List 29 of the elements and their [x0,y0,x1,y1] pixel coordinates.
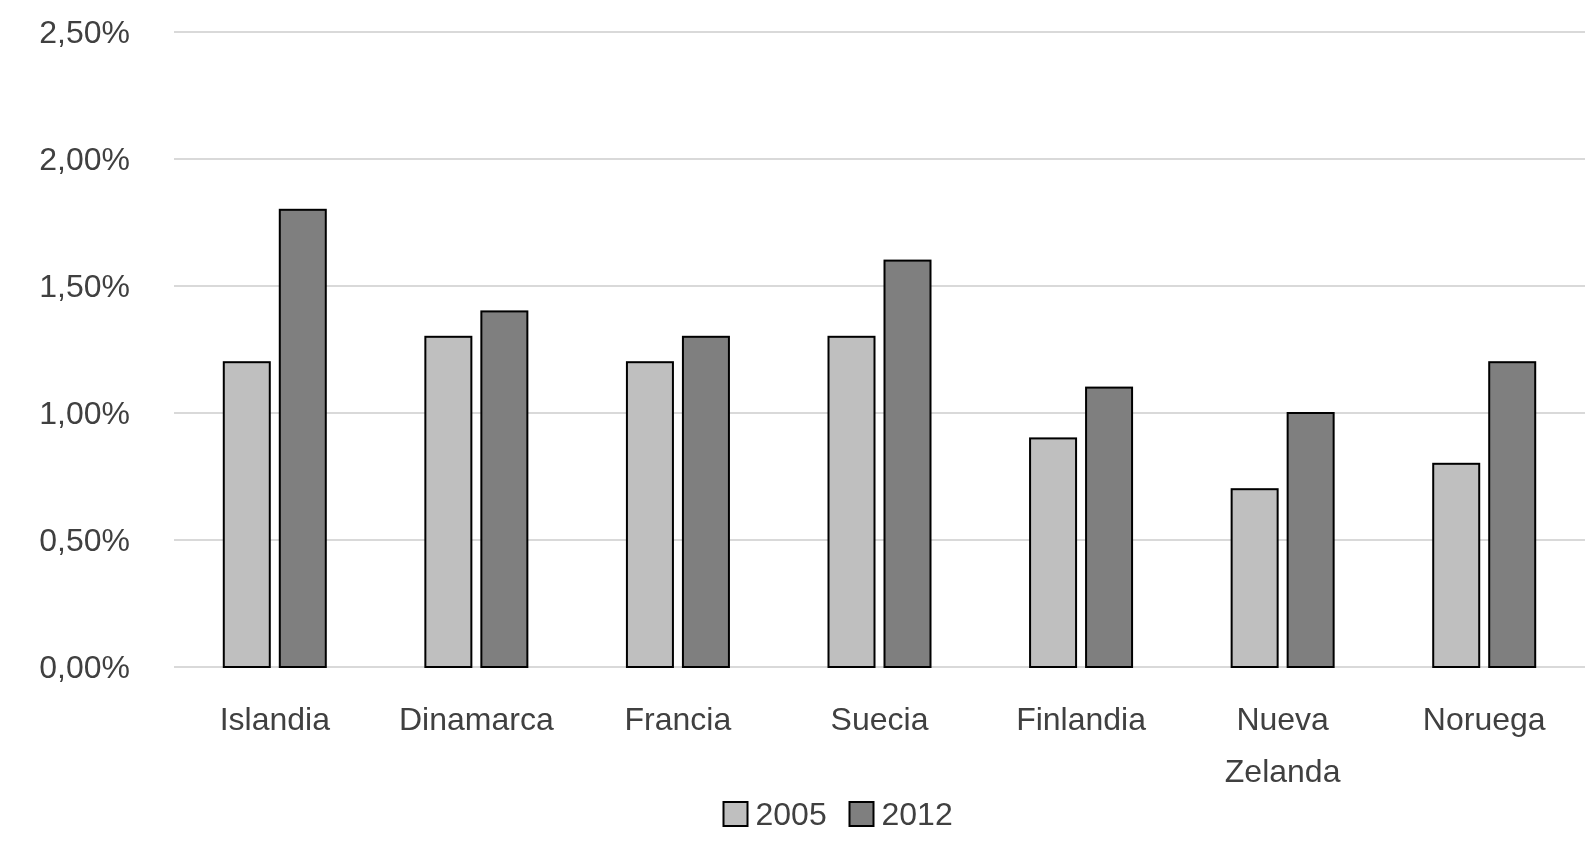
bar [222,361,271,668]
bar [424,335,473,668]
y-tick-label: 2,00% [39,141,130,178]
x-tick-label: Dinamarca [399,701,554,737]
x-tick-label: Finlandia [1016,701,1147,737]
bar [681,335,730,668]
bar [1230,488,1279,668]
x-tick-label: Noruega [1422,701,1546,737]
x-tick-label: Nueva Zelanda [1224,701,1341,789]
x-tick-label: Islandia [219,701,331,737]
x-tick-label: Suecia [830,701,929,737]
y-tick-label: 1,00% [39,395,130,432]
y-tick-label: 0,50% [39,522,130,559]
bar [278,208,327,668]
bar [1488,361,1537,668]
bar [1286,412,1335,668]
bar [1085,386,1134,668]
bar [827,335,876,668]
y-tick-label: 2,50% [39,14,130,51]
y-tick-label: 0,00% [39,649,130,686]
y-tick-label: 1,50% [39,268,130,305]
bar [625,361,674,668]
bar [480,310,529,668]
legend-label: 2005 [755,796,827,833]
bar [1029,437,1078,668]
bar [1432,462,1481,668]
x-tick-label: Francia [624,701,732,737]
bar [883,259,932,668]
legend-label: 2012 [881,796,953,833]
